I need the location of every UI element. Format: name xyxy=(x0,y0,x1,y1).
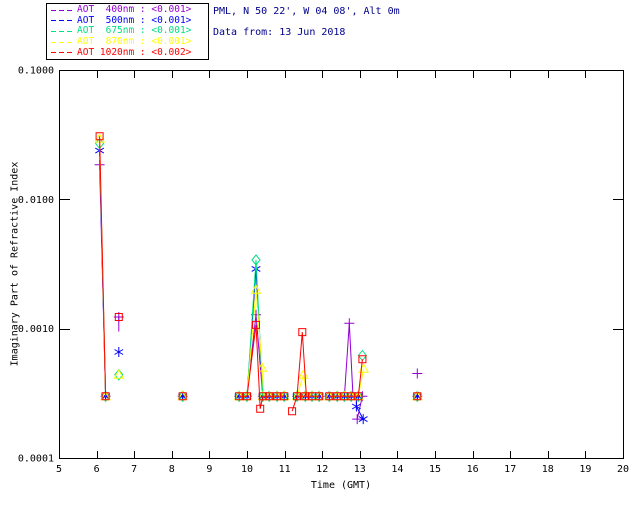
x-tick-label: 14 xyxy=(391,464,403,475)
marker-diamond xyxy=(324,390,334,403)
x-tick-label: 16 xyxy=(467,464,479,475)
series-line xyxy=(246,324,264,409)
axes xyxy=(59,70,624,459)
series-line xyxy=(296,332,307,397)
marker-diamond xyxy=(346,390,356,403)
marker-plus xyxy=(412,368,423,379)
legend-label: AOT 1020nm : <0.002> xyxy=(77,46,192,58)
marker-square xyxy=(298,328,307,337)
legend-dash-sample xyxy=(51,9,73,11)
marker-asterisk xyxy=(114,347,124,357)
y-tick-label: 0.0100 xyxy=(18,195,54,206)
marker-square xyxy=(325,392,334,401)
x-tick-label: 17 xyxy=(504,464,516,475)
legend-box: AOT 400nm : <0.001> AOT 500nm : <0.001> AO… xyxy=(46,3,209,60)
legend-dash-sample xyxy=(51,20,73,22)
marker-square xyxy=(315,392,324,401)
marker-diamond xyxy=(279,390,289,403)
marker-square xyxy=(178,392,187,401)
marker-square xyxy=(358,355,367,364)
marker-diamond xyxy=(292,390,302,403)
marker-diamond xyxy=(339,390,350,403)
marker-triangle xyxy=(256,362,268,372)
x-tick-label: 15 xyxy=(429,464,441,475)
legend-item-4: AOT 1020nm : <0.002> xyxy=(47,46,208,58)
marker-square xyxy=(256,404,265,413)
marker-square xyxy=(288,407,297,416)
marker-plus xyxy=(344,318,355,329)
marker-diamond xyxy=(114,368,124,381)
series-aot-1020nm xyxy=(95,132,422,416)
marker-diamond xyxy=(300,390,310,403)
marker-diamond xyxy=(412,390,422,403)
marker-diamond xyxy=(234,390,244,403)
marker-plus xyxy=(352,414,363,425)
marker-asterisk xyxy=(358,414,368,425)
x-tick-label: 20 xyxy=(617,464,629,475)
legend-item-2: AOT 675nm : <0.001> xyxy=(47,26,208,36)
marker-triangle xyxy=(250,284,262,294)
legend-dash-sample xyxy=(51,41,73,43)
marker-diamond xyxy=(272,390,282,403)
marker-diamond xyxy=(307,390,317,403)
legend-label: AOT 675nm : <0.001> xyxy=(77,25,192,37)
legend-item-3: AOT 870nm : <0.001> xyxy=(47,37,208,47)
marker-square xyxy=(95,132,104,141)
legend-dash-sample xyxy=(51,52,73,54)
marker-square xyxy=(101,392,110,401)
legend-label: AOT 870nm : <0.001> xyxy=(77,36,192,48)
y-tick-label: 0.0001 xyxy=(18,454,54,465)
marker-square xyxy=(235,392,244,401)
series-aot-400nm xyxy=(94,159,423,425)
y-tick-label: 0.1000 xyxy=(18,66,54,77)
marker-asterisk xyxy=(351,401,361,412)
marker-triangle xyxy=(113,369,125,379)
series-line xyxy=(99,136,107,397)
marker-triangle xyxy=(298,369,309,379)
marker-diamond xyxy=(251,254,261,266)
marker-diamond xyxy=(178,390,188,403)
x-tick-label: 6 xyxy=(94,464,100,475)
x-tick-label: 8 xyxy=(169,464,175,475)
marker-diamond xyxy=(242,390,252,403)
legend-item-1: AOT 500nm : <0.001> xyxy=(47,14,208,26)
marker-diamond xyxy=(332,390,342,403)
date-title: Data from: 13 Jun 2018 xyxy=(213,27,346,38)
x-axis-label: Time (GMT) xyxy=(310,480,372,491)
x-tick-label: 19 xyxy=(579,464,591,475)
legend-dash-sample xyxy=(51,30,73,32)
marker-square xyxy=(354,392,363,401)
x-tick-label: 7 xyxy=(131,464,137,475)
legend-item-0: AOT 400nm : <0.001> xyxy=(47,5,208,15)
y-tick-label: 0.0010 xyxy=(18,324,54,335)
x-tick-label: 9 xyxy=(206,464,212,475)
marker-diamond xyxy=(100,390,111,403)
marker-square xyxy=(413,392,422,401)
legend-label: AOT 400nm : <0.001> xyxy=(77,4,192,16)
marker-square xyxy=(114,313,123,321)
x-tick-label: 5 xyxy=(56,464,62,475)
series-line xyxy=(357,359,363,397)
series-line xyxy=(291,396,298,412)
x-tick-label: 13 xyxy=(354,464,366,475)
x-tick-label: 10 xyxy=(241,464,253,475)
marker-square xyxy=(293,392,301,401)
x-tick-label: 18 xyxy=(542,464,554,475)
marker-square xyxy=(243,392,251,401)
series-line xyxy=(343,323,354,397)
marker-square xyxy=(280,392,289,401)
site-title: PML, N 50 22', W 04 08', Alt 0m xyxy=(213,6,400,17)
x-tick-label: 11 xyxy=(279,464,291,475)
marker-square xyxy=(265,392,274,401)
marker-diamond xyxy=(353,390,363,403)
marker-square xyxy=(252,320,260,329)
legend-label: AOT 500nm : <0.001> xyxy=(77,14,192,26)
marker-diamond xyxy=(314,390,324,403)
x-tick-label: 12 xyxy=(316,464,328,475)
